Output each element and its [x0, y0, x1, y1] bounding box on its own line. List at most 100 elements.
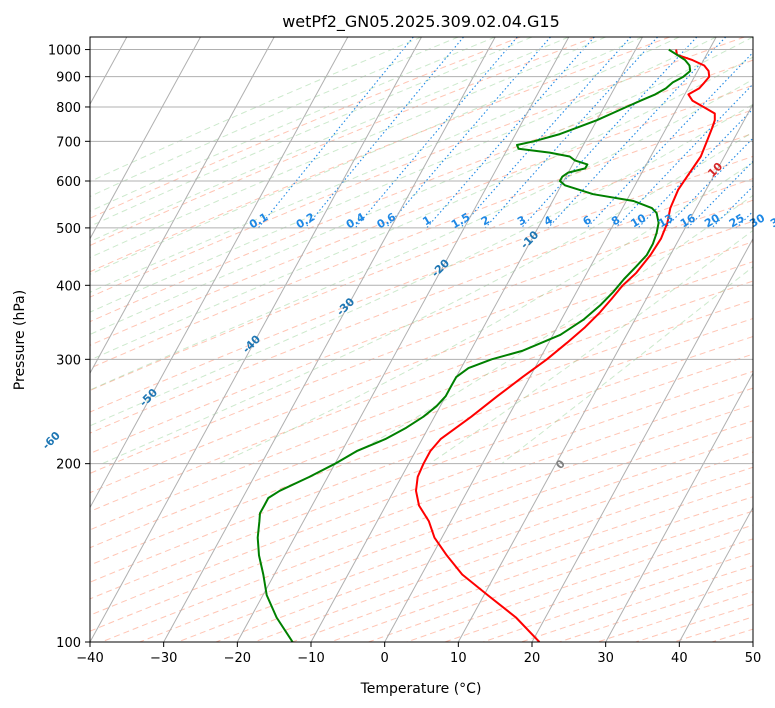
- dry-adiabat-line: [90, 178, 753, 434]
- grid-lines: [90, 37, 753, 643]
- mixing-ratio-line: [757, 37, 775, 228]
- dry-adiabat-line: [750, 640, 753, 642]
- dry-adiabat-line: [90, 261, 753, 513]
- mixing-ratio-label: 8: [609, 213, 622, 228]
- moist-adiabat-line: [90, 37, 569, 243]
- isotherm-label: -20: [429, 256, 452, 279]
- y-tick-label: 900: [56, 71, 81, 86]
- temperature-line: [415, 49, 716, 642]
- moist-adiabat-line: [90, 56, 753, 361]
- y-tick-label: 100: [56, 636, 81, 651]
- x-tick-label: 0: [381, 651, 389, 666]
- dry-adiabat-line: [90, 37, 521, 219]
- plot-border: [89, 36, 754, 643]
- moist-adiabat-line: [101, 131, 753, 465]
- dry-adiabat-line: [90, 370, 753, 616]
- mixing-ratio-line: [426, 37, 595, 229]
- mixing-ratio-line: [736, 210, 753, 229]
- y-tick-label: 200: [56, 458, 81, 473]
- isotherm-gridline: [457, 103, 753, 642]
- isotherm-label: -60: [40, 429, 63, 452]
- mixing-ratio-line: [385, 37, 551, 229]
- isotherm-gridline: [531, 237, 753, 642]
- dry-adiabat-line: [101, 404, 753, 642]
- isotherm-label: -30: [334, 295, 357, 318]
- isotherm-gridline: [90, 37, 201, 240]
- dry-adiabat-line: [90, 59, 753, 323]
- x-tick-label: −30: [150, 651, 177, 666]
- mixing-ratio-label: 2: [479, 213, 492, 228]
- moist-adiabat-line: [90, 37, 753, 335]
- dry-adiabat-line: [90, 155, 753, 413]
- moist-adiabats: [90, 37, 753, 465]
- y-tick-label: 1000: [48, 44, 81, 59]
- isotherm-gridline: [90, 37, 349, 509]
- isotherm-gridline: [163, 37, 496, 642]
- dry-adiabat-line: [90, 220, 753, 474]
- mixing-ratio-line: [304, 37, 464, 229]
- moist-adiabat-line: [90, 37, 533, 227]
- isotherm-gridline: [752, 640, 753, 642]
- dry-adiabat-line: [90, 199, 753, 455]
- x-tick-label: 30: [597, 651, 614, 666]
- dry-adiabat-line: [90, 280, 753, 531]
- mixing-ratio-label: 1: [420, 213, 433, 228]
- dry-adiabat-line: [215, 451, 753, 642]
- y-tick-label: 400: [56, 279, 81, 294]
- y-axis-label: Pressure (hPa): [12, 290, 28, 390]
- mixing-ratio-line: [711, 185, 753, 229]
- dry-adiabat-line: [521, 565, 753, 642]
- dry-adiabat-line: [330, 496, 753, 642]
- dry-adiabat-line: [482, 551, 753, 642]
- moist-adiabat-line: [218, 161, 753, 465]
- plot-frame: [89, 36, 754, 643]
- dry-adiabat-line: [90, 299, 753, 549]
- dry-adiabat-line: [90, 132, 753, 392]
- y-tick-label: 500: [56, 222, 81, 237]
- mixing-ratio-line: [586, 51, 753, 229]
- moist-adiabat-line: [335, 194, 753, 465]
- dewpoint-line: [256, 48, 692, 642]
- x-axis-ticks: −40 −30 −20 −10 0 10 20 30 40 50: [76, 642, 761, 666]
- isotherm-gridline: [678, 506, 753, 642]
- moist-adiabat-line: [90, 37, 680, 293]
- mixing-ratio-line: [547, 37, 727, 229]
- mixing-ratio-line: [460, 37, 632, 229]
- isotherm-warm-label: 10: [705, 160, 725, 180]
- moist-adiabat-line: [90, 37, 717, 313]
- x-tick-label: −20: [224, 651, 251, 666]
- dry-adiabats: [90, 37, 753, 642]
- dry-adiabat-line: [90, 387, 753, 632]
- dry-adiabat-line: [90, 37, 596, 247]
- moist-adiabat-line: [90, 78, 753, 391]
- moist-adiabat-line: [90, 37, 496, 212]
- isotherm-gridline: [310, 37, 643, 642]
- chart-title: wetPf2_GN05.2025.309.02.04.G15: [282, 12, 560, 32]
- line-annotations: -100-90-80-70-60-50-40-30-20-10102030400…: [40, 160, 775, 472]
- y-tick-label: 700: [56, 135, 81, 150]
- mixing-ratio-line: [257, 37, 414, 229]
- isotherm-gridline: [90, 37, 275, 375]
- dry-adiabat-line: [90, 84, 753, 346]
- mixing-ratio-line: [687, 160, 753, 229]
- x-tick-label: −10: [297, 651, 324, 666]
- dry-adiabat-line: [90, 37, 670, 273]
- x-tick-label: 50: [745, 651, 762, 666]
- mixing-ratio-label: 3: [515, 213, 528, 228]
- mixing-ratio-label: 6: [581, 213, 594, 228]
- mixing-ratio-label: 4: [542, 213, 555, 228]
- isotherm-gridline: [236, 37, 570, 642]
- profile-series: [256, 48, 716, 642]
- dry-adiabat-line: [90, 317, 753, 566]
- isotherm-label: -10: [518, 228, 541, 251]
- y-tick-label: 800: [56, 101, 81, 116]
- y-axis-ticks: 100 200 300 400 500 600 700 800 900 1000: [48, 44, 90, 651]
- mixing-ratio-line: [615, 83, 753, 229]
- isotherm-gridline: [90, 37, 422, 642]
- x-tick-label: 10: [450, 651, 467, 666]
- dry-adiabat-line: [90, 241, 753, 494]
- zero-label: 0: [553, 457, 568, 472]
- x-axis-label: Temperature (°C): [360, 681, 482, 697]
- moist-adiabat-line: [90, 37, 643, 275]
